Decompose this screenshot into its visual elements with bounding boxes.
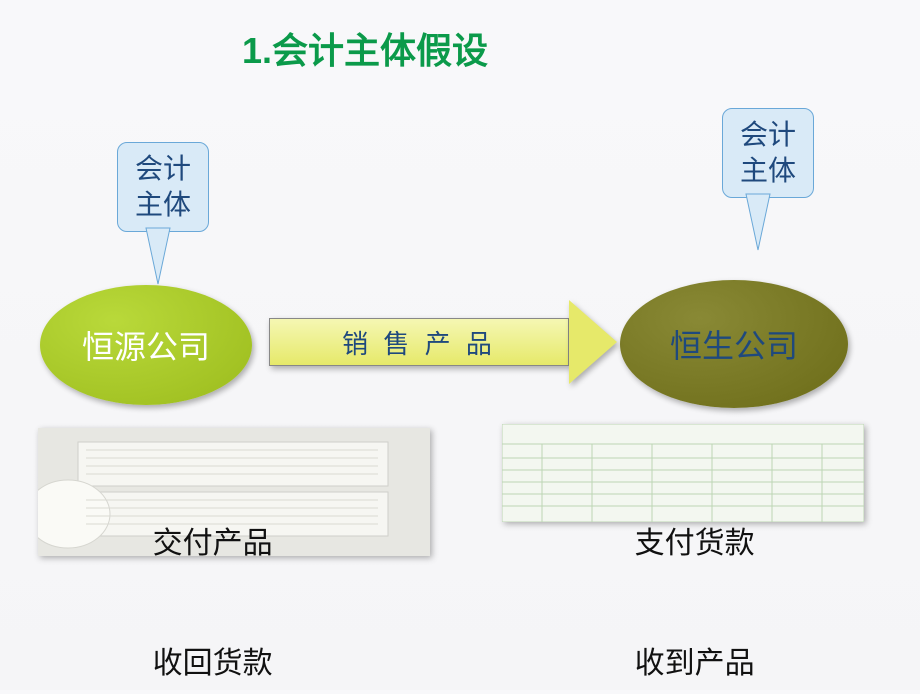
- arrow-block: 销 售 产 品: [268, 300, 618, 384]
- arrow-shaft: 销 售 产 品: [269, 318, 569, 366]
- callout-right-line1: 会计: [740, 119, 796, 150]
- callout-left: 会计 主体: [117, 142, 209, 232]
- callout-right: 会计 主体: [722, 108, 814, 198]
- doc-right-line2: 收到产品: [635, 647, 755, 680]
- entity-left-label: 恒源公司: [82, 322, 210, 368]
- callout-right-tail: [740, 194, 780, 254]
- callout-left-line2: 主体: [135, 189, 191, 220]
- entity-right-label: 恒生公司: [670, 321, 798, 367]
- doc-left-text: 交付产品 收回货款: [136, 454, 273, 694]
- slide-title: 1.会计主体假设: [242, 22, 488, 74]
- doc-right-line1: 支付货款: [635, 527, 755, 560]
- arrow-head-icon: [569, 300, 617, 384]
- callout-left-tail: [140, 228, 180, 288]
- doc-right-text: 支付货款 收到产品: [618, 454, 755, 694]
- callout-right-line2: 主体: [740, 155, 796, 186]
- callout-left-line1: 会计: [135, 153, 191, 184]
- title-text: 1.会计主体假设: [242, 30, 488, 71]
- arrow-label: 销 售 产 品: [342, 324, 496, 361]
- doc-left-line2: 收回货款: [153, 647, 273, 680]
- doc-left-line1: 交付产品: [153, 527, 273, 560]
- callout-left-text: 会计 主体: [135, 151, 191, 224]
- callout-right-text: 会计 主体: [740, 117, 796, 190]
- entity-left: 恒源公司: [40, 285, 252, 405]
- entity-right: 恒生公司: [620, 280, 848, 408]
